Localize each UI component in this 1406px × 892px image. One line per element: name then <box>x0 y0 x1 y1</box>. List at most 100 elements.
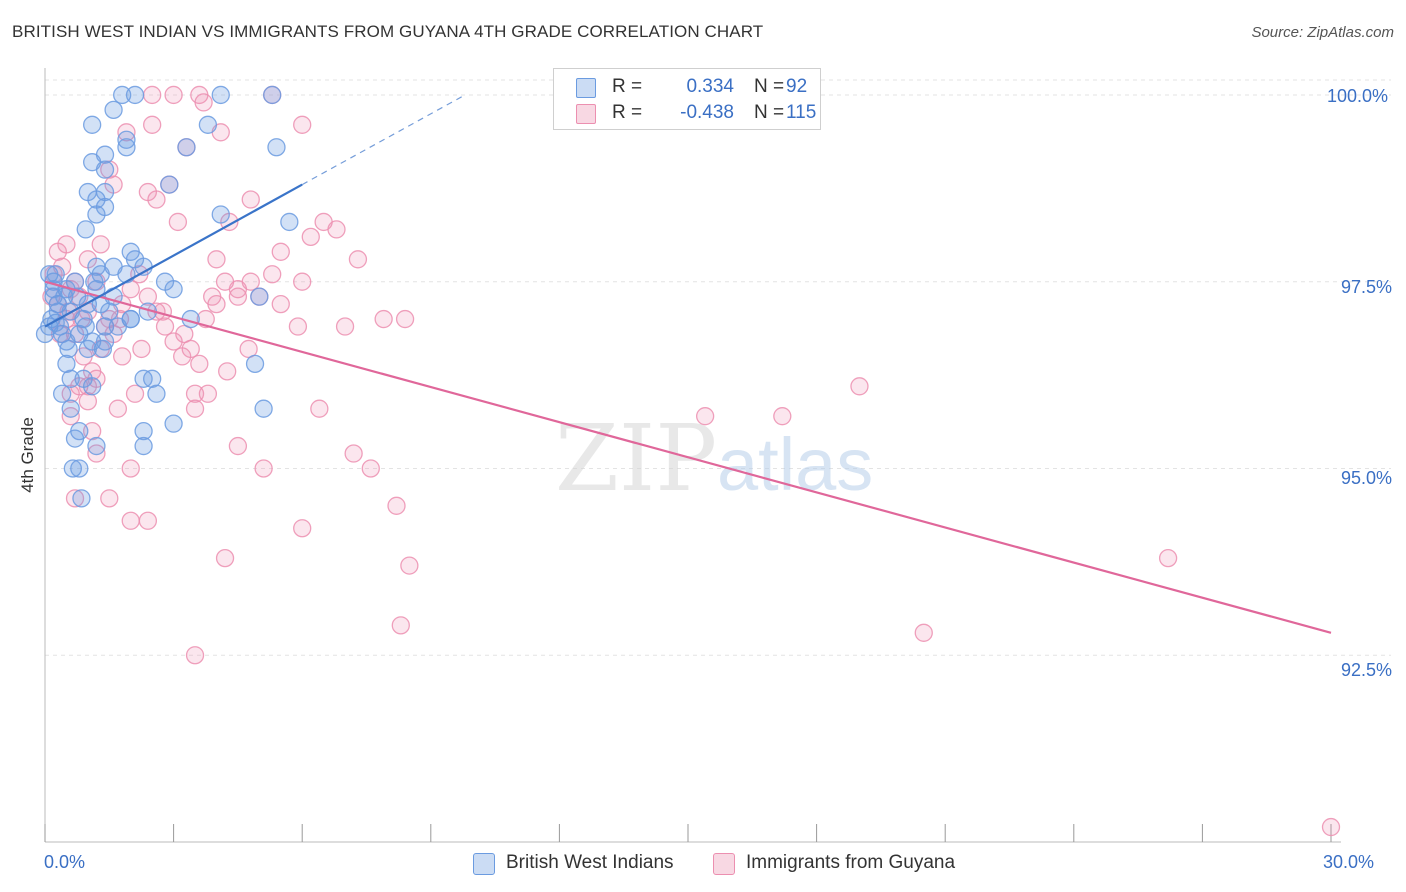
pink-point <box>271 242 290 261</box>
blue-point <box>63 459 83 478</box>
x-tick-label: 0.0% <box>44 852 86 872</box>
pink-point <box>293 115 312 134</box>
blue-swatch <box>576 78 596 98</box>
blue-point <box>87 257 106 276</box>
x-tick-label: 30.0% <box>1323 852 1375 872</box>
pink-point <box>310 399 329 418</box>
pink-point <box>348 250 368 269</box>
pink-point <box>198 384 218 403</box>
trend-lines <box>44 94 1332 634</box>
pink-point <box>190 354 209 374</box>
blue-point <box>104 257 123 276</box>
y-tick-label: 97.5% <box>1341 277 1393 297</box>
pink-point <box>400 556 419 575</box>
pink-point <box>1321 817 1341 837</box>
blue-point <box>147 384 166 403</box>
pink-point <box>391 616 410 635</box>
source-label: Source: ZipAtlas.com <box>1251 24 1394 41</box>
blue-point <box>164 280 183 299</box>
y-tick-label: 100.0% <box>1327 86 1389 106</box>
pink-point <box>83 421 102 441</box>
y-tick-label: 95.0% <box>1341 468 1393 488</box>
blue-point <box>160 175 179 194</box>
pink-series-points <box>42 85 1341 837</box>
pink-point <box>57 235 76 254</box>
pink-point <box>293 519 312 538</box>
pink-point <box>914 623 933 642</box>
blue-series-points <box>35 85 299 508</box>
pink-point <box>773 407 792 426</box>
pink-point <box>228 436 248 456</box>
r-label: R = <box>612 102 643 123</box>
pink-point <box>850 377 869 396</box>
blue-point <box>57 332 76 351</box>
n-label: N = <box>754 76 785 97</box>
pink-point <box>395 309 415 329</box>
pink-point <box>241 272 260 291</box>
blue-point <box>245 354 265 374</box>
chart-title: BRITISH WEST INDIAN VS IMMIGRANTS FROM G… <box>12 22 764 41</box>
pink-point <box>215 548 235 568</box>
n-value: 92 <box>786 76 808 97</box>
pink-point <box>121 511 140 530</box>
blue-point <box>85 272 104 291</box>
pink-point <box>113 347 132 366</box>
pink-point <box>263 265 282 284</box>
pink-point <box>121 280 140 299</box>
pink-point <box>271 294 290 314</box>
pink-point <box>241 190 260 209</box>
blue-point <box>83 115 102 134</box>
blue-point <box>211 85 230 105</box>
blue-point <box>263 85 282 105</box>
blue-point <box>198 115 218 134</box>
pink-point <box>218 362 237 381</box>
watermark-atlas: atlas <box>717 423 873 506</box>
pink-point <box>164 332 183 351</box>
n-value: 115 <box>786 102 817 123</box>
n-label: N = <box>754 102 785 123</box>
pink-point <box>207 250 226 269</box>
pink-point <box>1158 548 1178 568</box>
blue-point <box>93 339 113 359</box>
pink-point <box>164 85 183 105</box>
pink-point <box>185 399 205 418</box>
pink-point <box>155 317 175 336</box>
blue-point <box>143 369 162 388</box>
r-label: R = <box>612 76 643 97</box>
pink-point <box>387 496 406 515</box>
blue-point <box>70 421 89 441</box>
blue-point <box>61 399 80 418</box>
blue-point <box>121 309 140 329</box>
blue-point <box>52 384 72 403</box>
pink-point <box>65 489 85 508</box>
blue-point <box>55 287 74 306</box>
blue-point <box>95 145 115 164</box>
pink-point <box>185 646 205 665</box>
legend-label: Immigrants from Guyana <box>746 852 956 873</box>
pink-swatch <box>576 104 596 124</box>
blue-legend-swatch <box>473 853 495 875</box>
blue-point <box>113 85 132 105</box>
blue-point <box>104 100 123 120</box>
blue-point <box>46 265 65 284</box>
watermark: ZIP atlas <box>555 405 873 512</box>
pink-point <box>121 459 140 478</box>
blue-point <box>95 317 115 336</box>
r-value: -0.438 <box>680 102 734 123</box>
blue-point <box>95 332 115 351</box>
pink-point <box>185 384 205 403</box>
blue-point <box>72 489 91 508</box>
pink-point <box>143 115 162 134</box>
pink-point <box>207 294 226 314</box>
blue-point <box>76 317 95 336</box>
blue-point <box>59 339 78 359</box>
blue-point <box>125 85 145 105</box>
legend-label: British West Indians <box>506 852 674 873</box>
pink-point <box>190 85 209 105</box>
blue-point <box>117 130 136 149</box>
pink-point <box>132 339 151 359</box>
blue-point <box>95 182 115 202</box>
pink-legend-swatch <box>713 853 735 875</box>
pink-point <box>293 272 312 291</box>
